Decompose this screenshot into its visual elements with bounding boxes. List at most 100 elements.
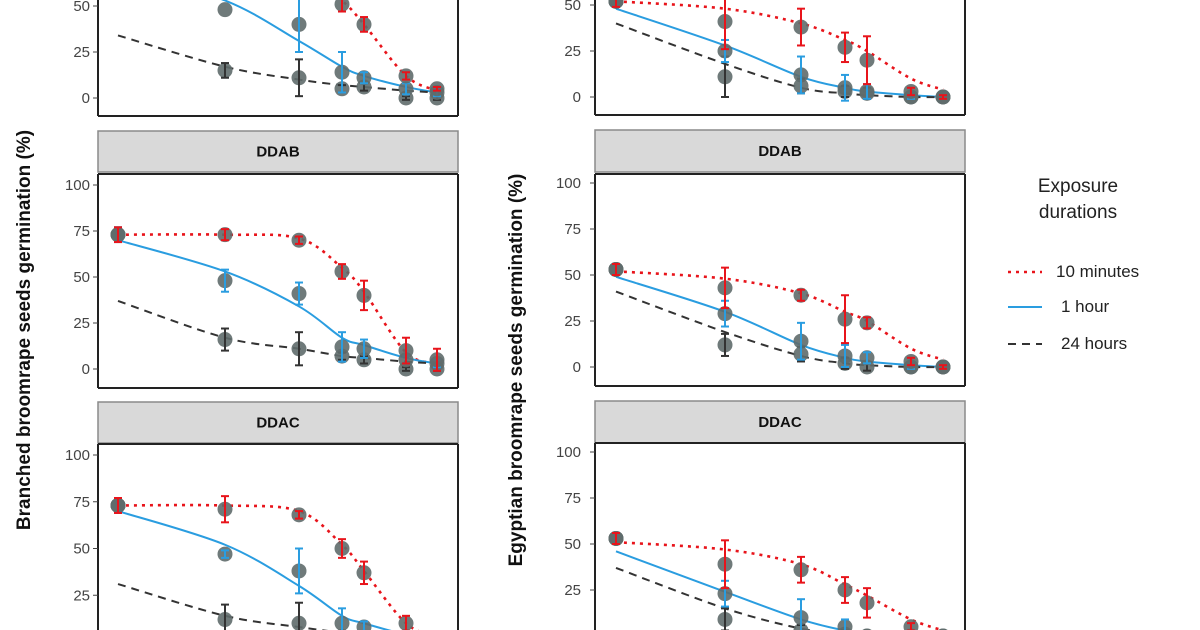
fit-curve-10-minutes [117,233,438,365]
fit-curve-1-hour [220,0,438,94]
panel-2: DDAB 0 25 50 75 100 [556,129,966,387]
fit-curve-24-hours [615,22,944,99]
plot-frame [97,0,459,117]
right-chart-group: 0 25 50 DDAB 0 25 50 75 100 DDAC 25 50 75 100 Egyptian… [506,0,966,630]
y-tick-label: 75 [73,494,90,511]
error-bar [721,266,729,310]
y-tick-label: 75 [564,221,581,238]
panel-plot-area [608,530,948,630]
error-bar [907,622,915,630]
panel-2: DDAB 0 25 50 75 100 [65,130,459,389]
y-tick-label: 0 [82,361,90,378]
error-bar [612,531,620,545]
legend-title-line-2: durations [1038,202,1118,223]
error-bar [360,71,368,85]
error-bar [721,0,729,51]
fit-curve-1-hour [615,275,944,368]
legend-swatch-24-hours [1008,343,1042,345]
error-bar [114,226,122,244]
legend-swatch-10-minutes [1008,270,1042,274]
error-bar [221,62,229,79]
y-tick-label: 25 [73,315,90,332]
legend: Exposure durations 10 minutes 1 hour 24 … [1000,174,1160,353]
error-bar [863,587,871,619]
error-bar [939,364,947,370]
error-bar [612,0,620,8]
panel-3: DDAC 25 50 75 100 [556,400,966,630]
error-bar [402,71,410,81]
error-bar [841,294,849,345]
y-tick-label: 25 [73,44,90,61]
error-bar [402,614,410,630]
error-bar [295,331,303,367]
y-tick-label: 75 [73,223,90,240]
error-bar [360,16,368,33]
y-tick-label: 50 [564,267,581,284]
error-bar [797,555,805,584]
y-tick-label: 0 [573,89,581,106]
error-bar [360,620,368,630]
error-bar [721,332,729,357]
error-bar [841,343,849,368]
y-tick-label: 75 [564,490,581,507]
error-bar [433,347,441,372]
panel-1: 0 25 50 [564,0,966,116]
error-bar [939,94,947,100]
y-tick-label: 100 [65,177,90,194]
plot-frame [97,443,459,630]
y-tick-label: 50 [564,0,581,14]
error-bar [841,31,849,64]
legend-item-24-hours: 24 hours [1008,334,1127,354]
error-bar [360,338,368,359]
legend-swatch-1-hour [1008,306,1042,308]
error-bar [841,73,849,102]
fit-curve-24-hours [615,290,944,369]
error-bar [721,607,729,630]
fit-curve-24-hours [117,583,329,630]
panel-plot-area [110,495,420,630]
error-bar [612,262,620,276]
plot-frame [594,173,966,387]
panel-strip [97,130,459,173]
error-bar [221,327,229,352]
legend-title-line-1: Exposure [1037,176,1119,197]
error-bar [338,51,346,94]
error-bar [360,560,368,586]
fit-curve-1-hour [615,7,944,98]
error-bar [433,85,441,92]
y-tick-label: 25 [564,313,581,330]
fit-curve-1-hour [117,239,438,365]
y-tick-label: 50 [73,0,90,15]
error-bar [295,235,303,245]
panel-plot-area [608,261,951,375]
error-bar [338,0,346,13]
y-tick-label: 50 [73,269,90,286]
y-axis-label: Egyptian broomrape seeds germination (%) [506,174,527,567]
error-bar [295,0,303,53]
panel-1: 0 25 50 [73,0,459,117]
error-bar [863,351,871,365]
panel-3: DDAC 25 50 75 100 [65,401,459,630]
error-bar [360,279,368,312]
error-bar [295,547,303,595]
y-tick-label: 50 [73,541,90,558]
y-tick-label: 100 [65,447,90,464]
error-bar [721,539,729,590]
y-tick-label: 0 [573,359,581,376]
fit-curve-24-hours [615,566,814,630]
error-bar [221,495,229,524]
error-bar [863,316,871,330]
plot-frame [594,0,966,116]
y-tick-label: 100 [556,444,581,461]
fit-curve-10-minutes [117,503,420,630]
error-bar [221,228,229,242]
y-tick-label: 25 [73,587,90,604]
panel-title: DDAC [256,415,299,432]
data-point [217,2,233,18]
fit-curve-1-hour [117,510,392,630]
error-bar [295,58,303,98]
error-bar [295,510,303,520]
fit-curve-1-hour [615,550,848,630]
error-bar [797,55,805,95]
